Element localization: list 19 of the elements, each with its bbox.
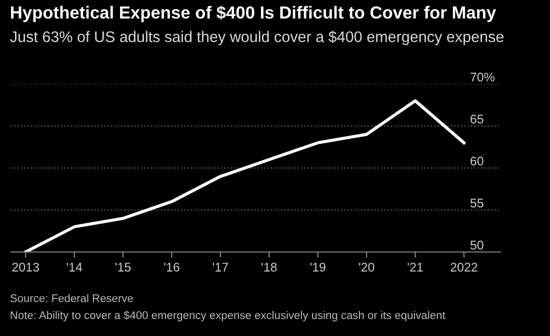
x-tick-label: '14 xyxy=(66,262,82,272)
y-tick-label: 70% xyxy=(470,72,495,82)
chart-subtitle: Just 63% of US adults said they would cover a $400 emergency expense xyxy=(10,30,504,46)
y-tick-label: 60 xyxy=(470,156,484,166)
x-tick-label: '16 xyxy=(164,262,180,272)
y-tick-label: 55 xyxy=(470,198,484,208)
x-tick-label: '20 xyxy=(359,262,374,272)
x-tick-label: '21 xyxy=(408,262,423,272)
source-note: Source: Federal Reserve xyxy=(10,294,133,302)
x-tick-label: '15 xyxy=(116,262,131,272)
x-tick-label: 2013 xyxy=(12,262,39,272)
y-tick-label: 65 xyxy=(470,114,484,124)
chart-title: Hypothetical Expense of $400 Is Difficult to Cover for Many xyxy=(11,6,496,22)
x-tick-label: '18 xyxy=(262,262,277,272)
x-tick-label: 2022 xyxy=(450,262,478,272)
text: Note: Ability to cover a $400 emergency expense exclusively using cash or its equivalent xyxy=(10,310,446,322)
x-tick-label: '19 xyxy=(310,262,326,272)
x-tick-label: '17 xyxy=(212,262,228,272)
y-tick-label: 50 xyxy=(470,240,484,250)
